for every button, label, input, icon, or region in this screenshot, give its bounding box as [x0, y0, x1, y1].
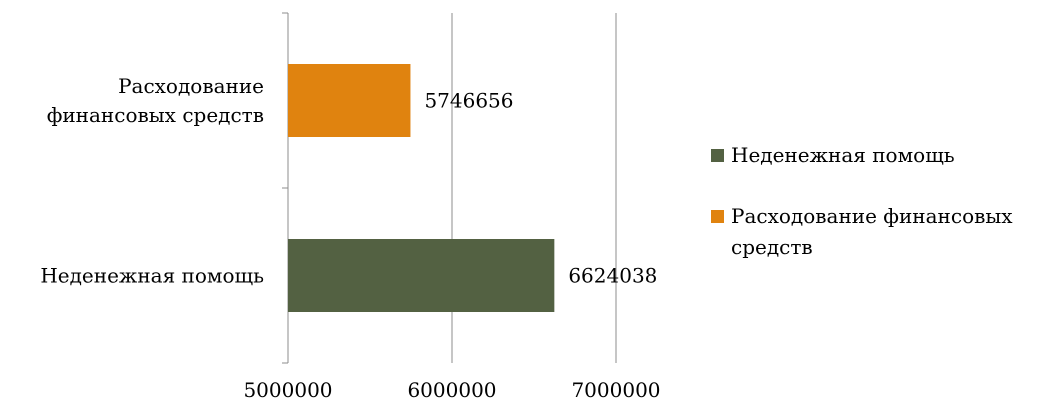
bar-value-label-1: 6624038 [568, 264, 657, 288]
category-label-1-line-0: Неденежная помощь [40, 264, 264, 288]
bar-1 [288, 239, 555, 312]
legend-label-financial-spending: Расходование финансовых средств [731, 204, 1013, 259]
bar-0 [288, 64, 411, 137]
legend-label-non-monetary-aid: Неденежная помощь [731, 143, 955, 167]
legend-swatch-financial-spending [711, 210, 724, 223]
x-tick-label-1: 6000000 [407, 378, 496, 402]
bar-value-label-0: 5746656 [424, 89, 513, 113]
chart-legend: Неденежная помощь Расходование финансовы… [711, 140, 1056, 263]
category-label-0-line-1: финансовых средств [47, 103, 264, 127]
legend-swatch-non-monetary-aid [711, 149, 724, 162]
category-label-0-line-0: Расходование [118, 74, 264, 98]
x-tick-label-2: 7000000 [571, 378, 660, 402]
legend-item-non-monetary-aid: Неденежная помощь [711, 140, 1056, 171]
legend-item-financial-spending: Расходование финансовых средств [711, 201, 1056, 263]
x-tick-label-0: 5000000 [243, 378, 332, 402]
